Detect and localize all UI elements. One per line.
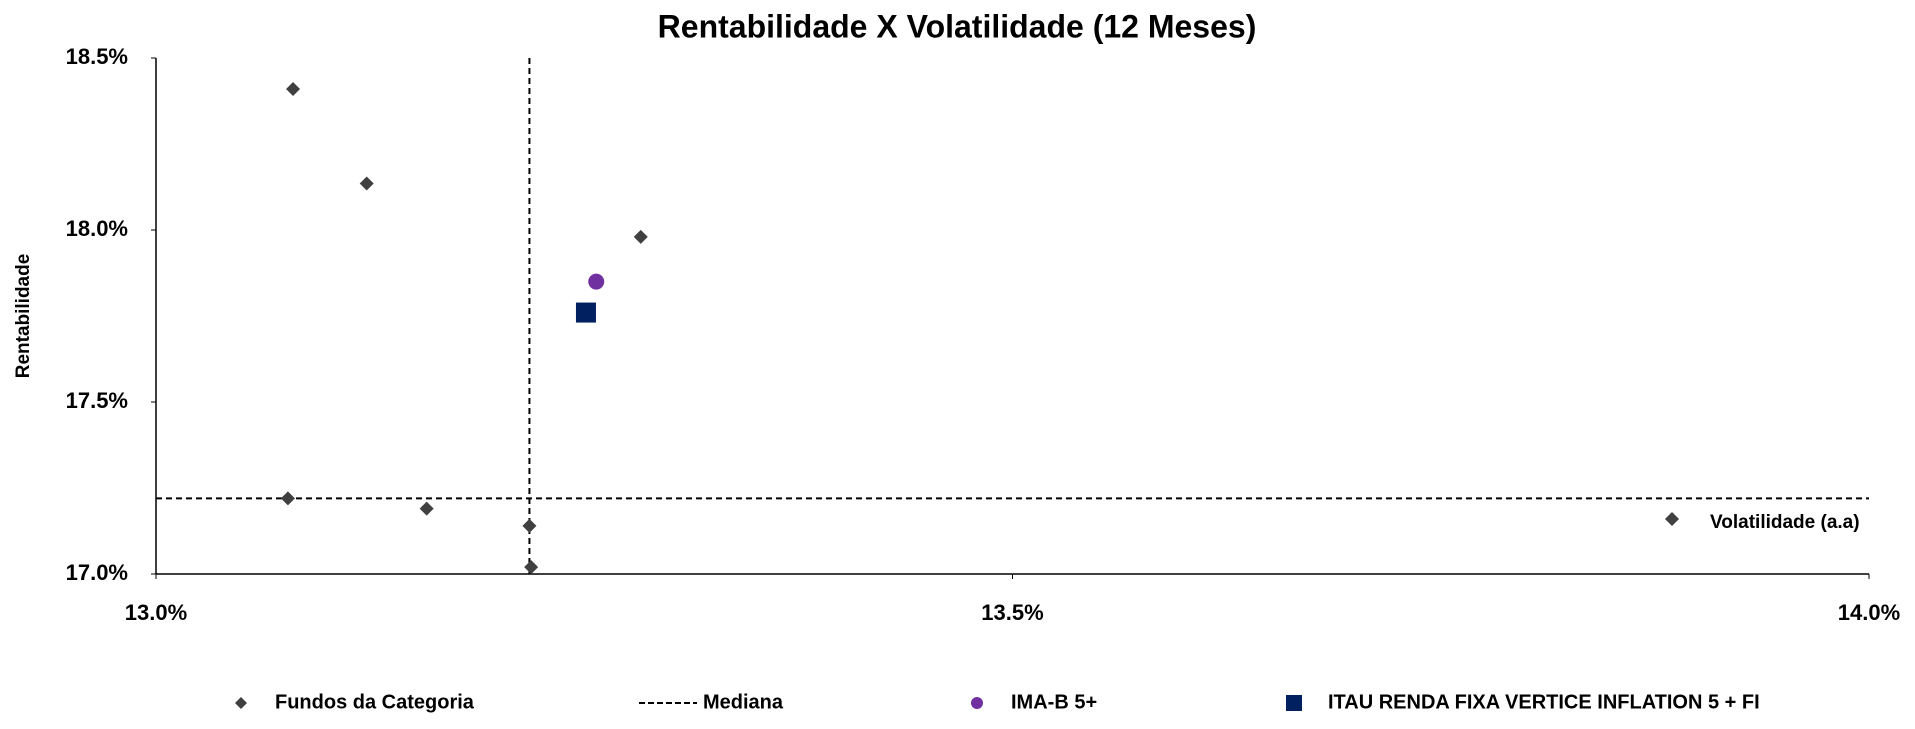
point [522, 518, 537, 533]
legend-swatch [971, 697, 983, 709]
y-tick-label: 18.5% [66, 44, 128, 69]
point [280, 491, 295, 506]
y-tick-label: 17.5% [66, 388, 128, 413]
point [524, 560, 539, 575]
y-tick-label: 17.0% [66, 560, 128, 585]
y-axis-label: Rentabilidade [13, 254, 34, 379]
x-tick-label: 13.5% [981, 600, 1043, 625]
legend-label: Fundos da Categoria [275, 691, 475, 713]
point [633, 229, 648, 244]
legend-label: ITAU RENDA FIXA VERTICE INFLATION 5 + FI [1328, 691, 1760, 713]
y-tick-label: 18.0% [66, 216, 128, 241]
point [286, 81, 301, 96]
x-axis-label: Volatilidade (a.a) [1710, 512, 1860, 533]
x-tick-label: 13.0% [125, 600, 187, 625]
legend-label: Mediana [703, 691, 784, 713]
legend-swatch [1286, 695, 1302, 711]
x-tick-label: 14.0% [1838, 600, 1900, 625]
point [419, 501, 434, 516]
legend-swatch [235, 697, 247, 709]
point [575, 302, 596, 323]
point [588, 273, 605, 290]
point [1665, 511, 1680, 526]
chart-title: Rentabilidade X Volatilidade (12 Meses) [658, 8, 1257, 44]
legend-label: IMA-B 5+ [1011, 691, 1097, 713]
point [359, 176, 374, 191]
